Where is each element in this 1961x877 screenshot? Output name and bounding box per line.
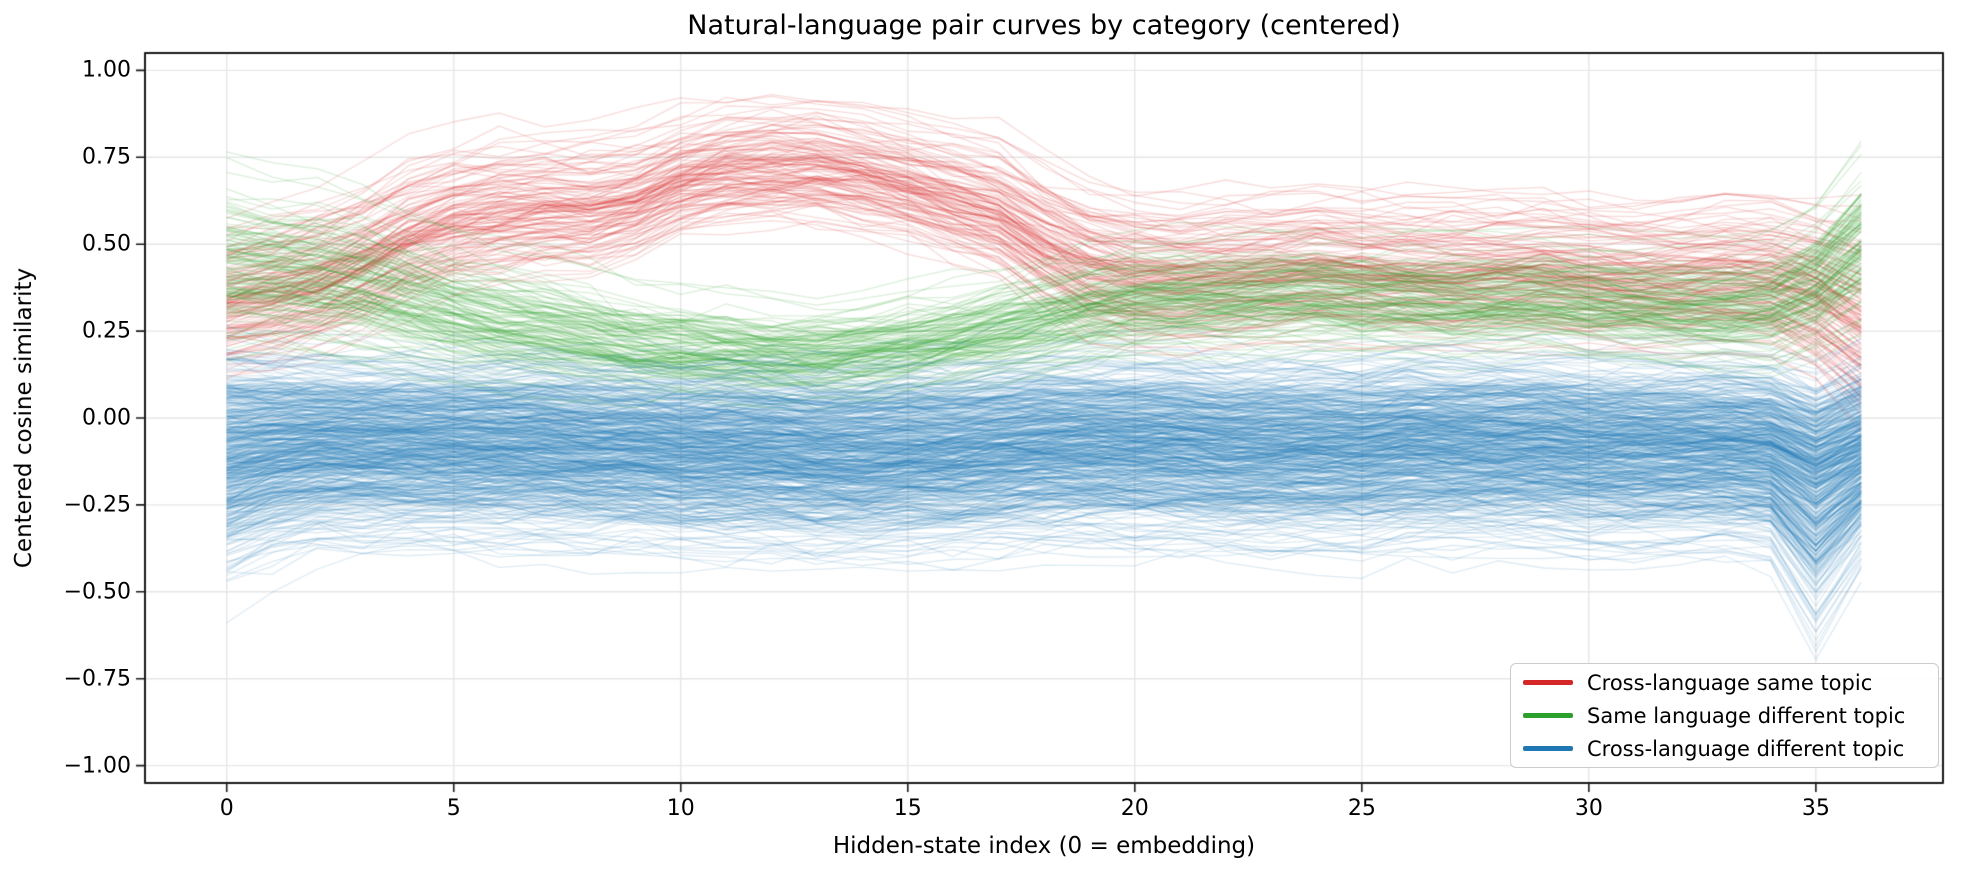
legend-label: Cross-language same topic (1587, 670, 1873, 695)
y-tick-label: −0.25 (63, 492, 131, 518)
legend-row: Same language different topic (1523, 699, 1926, 732)
x-tick-label: 10 (666, 796, 695, 821)
x-tick-label: 30 (1574, 796, 1603, 821)
x-tick-label: 25 (1347, 796, 1376, 821)
legend-row: Cross-language different topic (1523, 732, 1926, 765)
legend-line-icon (1523, 746, 1573, 751)
legend: Cross-language same topic Same language d… (1510, 663, 1939, 768)
legend-line-icon (1523, 680, 1573, 685)
y-tick-label: 0.00 (82, 405, 131, 431)
y-tick-label: −1.00 (63, 753, 131, 779)
x-tick-label: 5 (446, 796, 461, 821)
y-axis-label: Centered cosine similarity (11, 267, 37, 569)
y-tick-label: −0.50 (63, 579, 131, 605)
legend-line-icon (1523, 713, 1573, 718)
x-tick-label: 35 (1801, 796, 1830, 821)
y-tick-label: 0.50 (82, 231, 131, 257)
legend-label: Same language different topic (1587, 703, 1906, 728)
y-tick-label: 1.00 (82, 57, 131, 83)
x-tick-label: 0 (219, 796, 234, 821)
x-tick-label: 15 (893, 796, 922, 821)
legend-row: Cross-language same topic (1523, 666, 1926, 699)
x-tick-label: 20 (1120, 796, 1149, 821)
x-axis-label: Hidden-state index (0 = embedding) (832, 833, 1256, 859)
y-tick-label: −0.75 (63, 666, 131, 692)
y-tick-label: 0.25 (82, 318, 131, 344)
y-tick-label: 0.75 (82, 144, 131, 170)
chart-title: Natural-language pair curves by category… (687, 10, 1401, 41)
legend-label: Cross-language different topic (1587, 736, 1905, 761)
